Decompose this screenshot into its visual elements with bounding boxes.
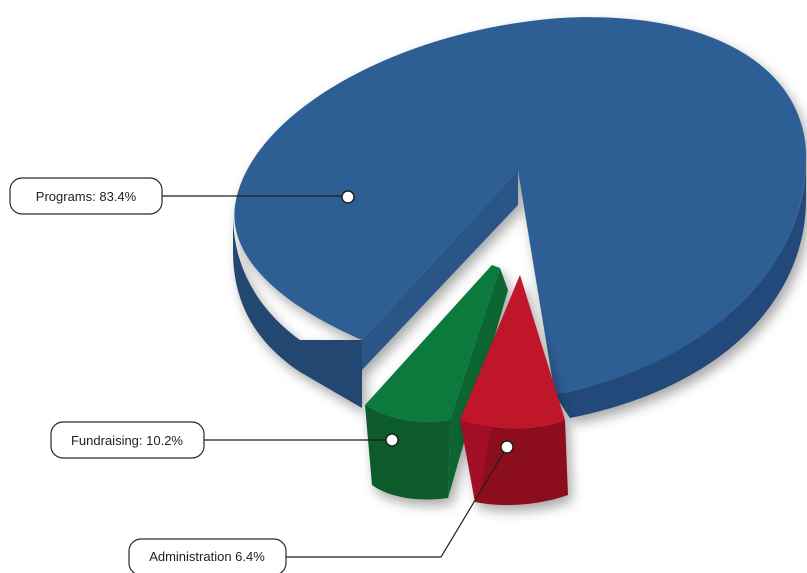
slice-fundraising-side — [365, 405, 450, 500]
marker-programs — [341, 190, 355, 204]
label-box-administration — [128, 538, 287, 573]
slice-administration — [460, 275, 568, 506]
slice-programs-inner-wall — [362, 170, 518, 370]
marker-fundraising — [385, 433, 399, 447]
label-box-programs — [9, 177, 163, 215]
slice-fundraising-top — [365, 265, 500, 422]
slice-programs-side — [233, 215, 362, 408]
slice-programs-side-right — [555, 160, 806, 418]
marker-administration — [500, 440, 514, 454]
label-text-administration: Administration 6.4% — [149, 549, 265, 564]
leader-administration — [286, 446, 508, 558]
label-fundraising: Fundraising: 10.2% — [50, 421, 399, 459]
label-box-fundraising — [50, 421, 205, 459]
slice-programs-top — [234, 17, 807, 395]
label-text-fundraising: Fundraising: 10.2% — [71, 433, 183, 448]
slice-administration-top — [460, 275, 565, 429]
slice-programs — [233, 17, 807, 418]
label-text-programs: Programs: 83.4% — [36, 189, 137, 204]
label-programs: Programs: 83.4% — [9, 177, 355, 215]
label-administration: Administration 6.4% — [128, 440, 514, 573]
